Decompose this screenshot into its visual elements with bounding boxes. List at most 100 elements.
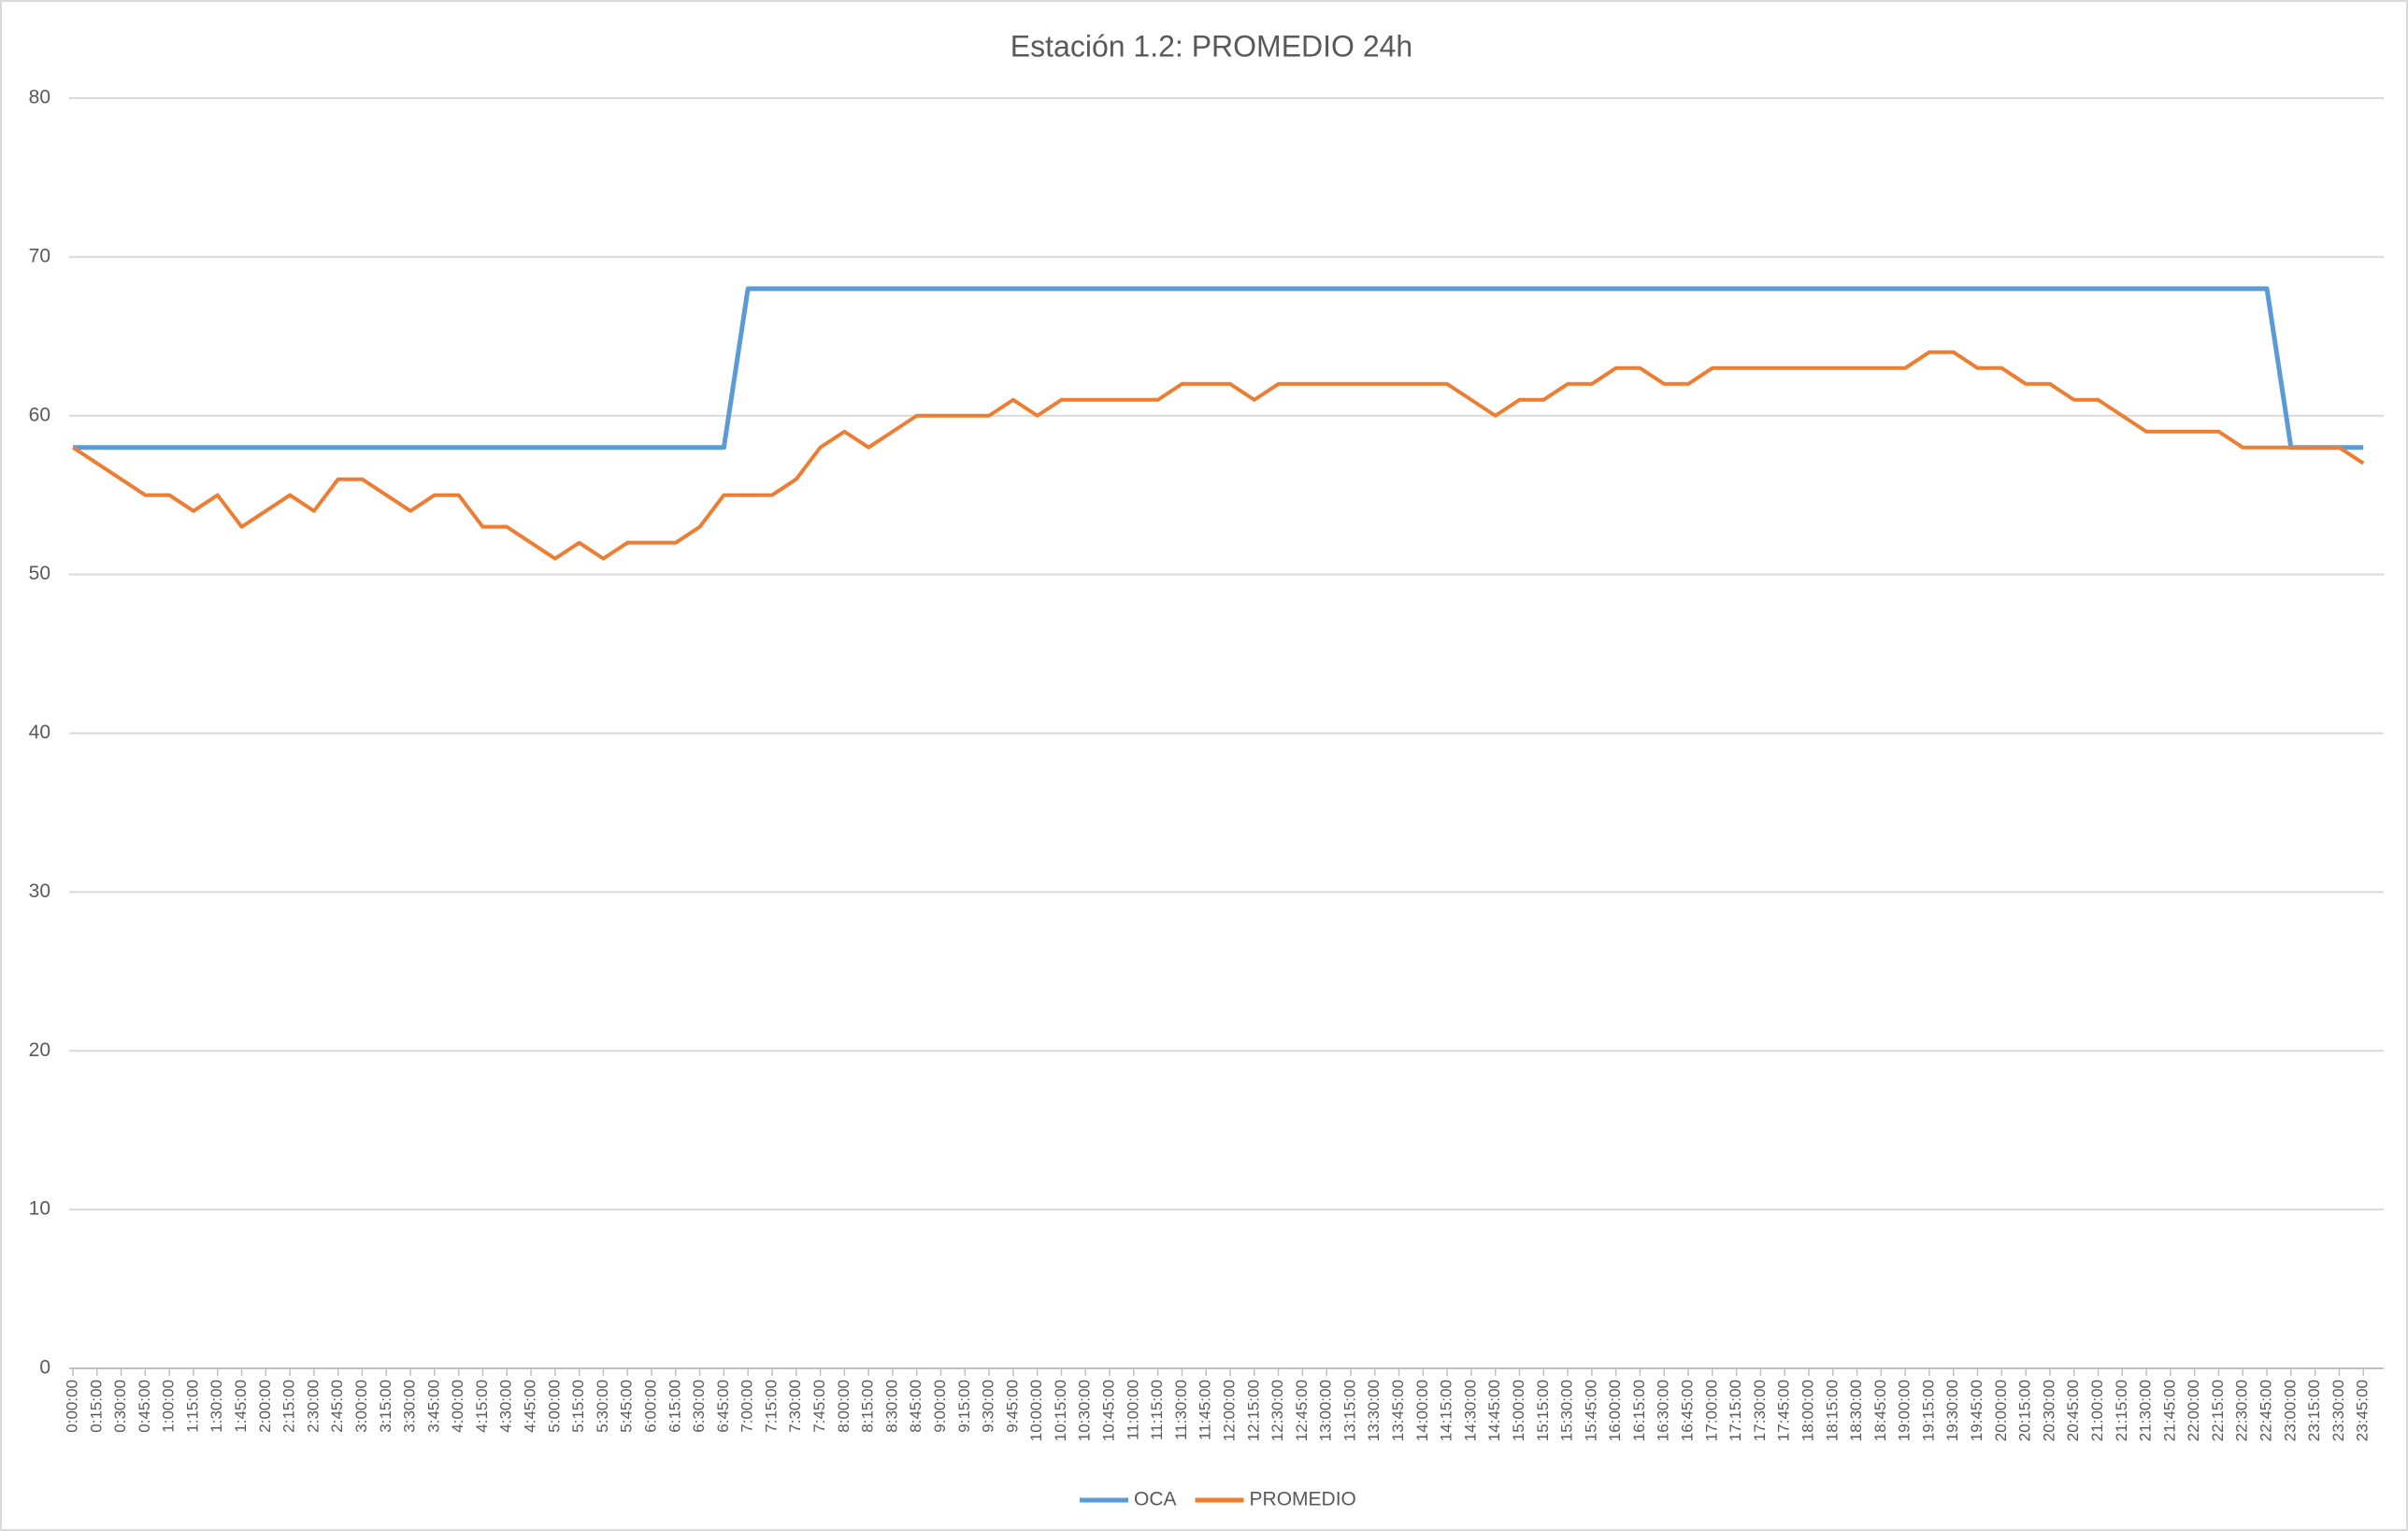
series-line [71, 350, 2365, 561]
x-tick-label: 17:30:00 [1751, 1380, 1769, 1441]
x-tick-label: 10:15:00 [1052, 1380, 1069, 1441]
x-tick-label: 12:15:00 [1244, 1380, 1262, 1441]
x-tick-label: 6:00:00 [641, 1380, 659, 1433]
x-tick-label: 16:45:00 [1679, 1380, 1697, 1441]
series-line [73, 286, 2364, 451]
x-tick-label: 9:30:00 [980, 1380, 997, 1433]
x-tick-label: 4:45:00 [522, 1380, 539, 1433]
x-tick-label: 23:45:00 [2354, 1380, 2372, 1441]
x-tick-label: 4:00:00 [449, 1380, 466, 1433]
x-tick-label: 4:30:00 [497, 1380, 515, 1433]
x-tick-label: 17:15:00 [1727, 1380, 1744, 1441]
x-tick-label: 19:15:00 [1919, 1380, 1937, 1441]
y-tick-label: 0 [39, 1357, 50, 1379]
y-tick-label: 70 [29, 245, 50, 266]
x-tick-label: 22:30:00 [2233, 1380, 2251, 1441]
x-tick-label: 6:15:00 [666, 1380, 683, 1433]
x-tick-label: 1:15:00 [183, 1380, 201, 1433]
x-tick-label: 7:15:00 [762, 1380, 780, 1433]
x-tick-label: 16:15:00 [1630, 1380, 1648, 1441]
x-tick-label: 13:15:00 [1340, 1380, 1358, 1441]
x-tick-label: 5:00:00 [545, 1380, 563, 1433]
x-tick-label: 20:00:00 [1992, 1380, 2010, 1441]
x-tick-label: 5:30:00 [594, 1380, 611, 1433]
x-tick-label: 2:30:00 [304, 1380, 322, 1433]
x-tick-label: 0:30:00 [111, 1380, 129, 1433]
x-tick-label: 13:45:00 [1389, 1380, 1407, 1441]
x-tick-label: 8:45:00 [907, 1380, 924, 1433]
x-tick-label: 16:00:00 [1606, 1380, 1624, 1441]
x-tick-label: 9:45:00 [1003, 1380, 1021, 1433]
y-tick-label: 10 [29, 1198, 50, 1220]
x-tick-label: 23:30:00 [2329, 1380, 2347, 1441]
x-tick-label: 20:30:00 [2040, 1380, 2057, 1441]
x-tick-label: 21:30:00 [2137, 1380, 2155, 1441]
x-tick-label: 18:15:00 [1823, 1380, 1841, 1441]
x-tick-label: 2:45:00 [328, 1380, 346, 1433]
x-tick-label: 10:00:00 [1027, 1380, 1045, 1441]
y-tick-label: 50 [29, 563, 50, 584]
x-tick-label: 19:45:00 [1968, 1380, 1985, 1441]
x-tick-label: 23:00:00 [2281, 1380, 2299, 1441]
x-tick-label: 1:30:00 [208, 1380, 225, 1433]
y-tick-label: 30 [29, 880, 50, 902]
x-tick-label: 5:15:00 [569, 1380, 587, 1433]
y-tick-label: 80 [29, 87, 50, 108]
x-tick-label: 17:00:00 [1702, 1380, 1720, 1441]
x-tick-label: 12:45:00 [1293, 1380, 1311, 1441]
x-tick-label: 2:00:00 [256, 1380, 274, 1433]
x-tick-label: 0:45:00 [136, 1380, 153, 1433]
x-tick-label: 3:00:00 [352, 1380, 370, 1433]
x-tick-label: 14:15:00 [1438, 1380, 1455, 1441]
x-tick-label: 22:15:00 [2209, 1380, 2227, 1441]
x-tick-label: 0:15:00 [87, 1380, 105, 1433]
x-tick-label: 6:30:00 [690, 1380, 708, 1433]
y-tick-label: 60 [29, 404, 50, 425]
x-tick-label: 18:45:00 [1871, 1380, 1889, 1441]
x-tick-label: 17:45:00 [1775, 1380, 1793, 1441]
x-tick-label: 21:00:00 [2088, 1380, 2106, 1441]
x-tick-label: 7:00:00 [738, 1380, 756, 1433]
x-tick-label: 8:30:00 [882, 1380, 900, 1433]
x-tick-label: 18:00:00 [1799, 1380, 1816, 1441]
x-tick-label: 10:30:00 [1076, 1380, 1094, 1441]
x-tick-label: 9:15:00 [955, 1380, 973, 1433]
x-tick-label: 1:45:00 [232, 1380, 250, 1433]
x-tick-label: 3:30:00 [401, 1380, 419, 1433]
x-tick-label: 6:45:00 [714, 1380, 732, 1433]
x-tick-label: 7:45:00 [810, 1380, 828, 1433]
x-tick-label: 2:15:00 [280, 1380, 298, 1433]
x-tick-label: 23:15:00 [2305, 1380, 2323, 1441]
x-tick-label: 1:00:00 [160, 1380, 178, 1433]
x-tick-label: 3:45:00 [424, 1380, 442, 1433]
x-tick-label: 15:45:00 [1582, 1380, 1599, 1441]
legend-label: OCA [1134, 1489, 1177, 1510]
x-tick-label: 14:45:00 [1485, 1380, 1503, 1441]
x-tick-label: 21:45:00 [2160, 1380, 2178, 1441]
x-tick-label: 13:00:00 [1317, 1380, 1335, 1441]
x-tick-label: 22:45:00 [2258, 1380, 2275, 1441]
x-tick-label: 15:15:00 [1534, 1380, 1552, 1441]
x-tick-label: 5:45:00 [618, 1380, 636, 1433]
x-tick-label: 16:30:00 [1655, 1380, 1672, 1441]
x-tick-label: 20:15:00 [2016, 1380, 2034, 1441]
y-tick-label: 40 [29, 722, 50, 743]
x-tick-label: 18:30:00 [1847, 1380, 1865, 1441]
x-tick-label: 22:00:00 [2185, 1380, 2202, 1441]
x-tick-label: 20:45:00 [2064, 1380, 2082, 1441]
x-tick-label: 15:00:00 [1510, 1380, 1527, 1441]
y-tick-label: 20 [29, 1039, 50, 1061]
x-tick-label: 0:00:00 [63, 1380, 80, 1433]
x-tick-label: 19:30:00 [1943, 1380, 1961, 1441]
x-tick-label: 11:45:00 [1197, 1380, 1214, 1440]
x-tick-label: 21:15:00 [2113, 1380, 2130, 1441]
x-tick-label: 8:15:00 [859, 1380, 877, 1433]
chart-title: Estación 1.2: PROMEDIO 24h [1010, 29, 1412, 63]
x-tick-label: 14:00:00 [1413, 1380, 1431, 1441]
x-tick-label: 8:00:00 [835, 1380, 853, 1433]
x-tick-label: 9:00:00 [931, 1380, 949, 1433]
x-tick-label: 11:00:00 [1124, 1380, 1141, 1440]
